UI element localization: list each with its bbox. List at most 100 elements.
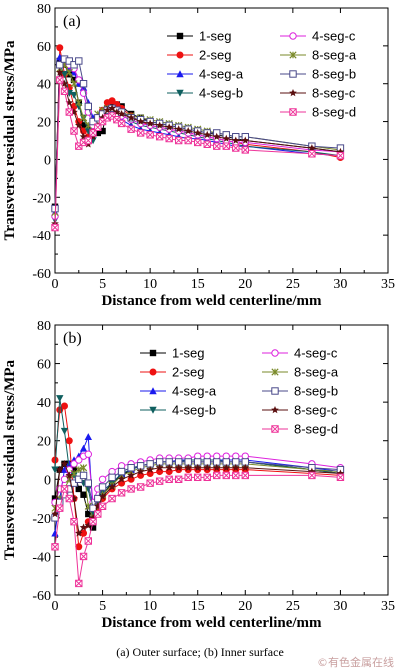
data-point: [79, 114, 88, 122]
legend-item: 4-seg-a: [167, 67, 244, 82]
data-point: [103, 106, 112, 114]
legend-marker: [289, 32, 297, 40]
data-point: [193, 128, 202, 137]
legend-label: 4-seg-a: [199, 67, 244, 82]
data-point: [70, 80, 78, 88]
data-point: [136, 483, 145, 491]
data-point: [194, 473, 202, 482]
data-point: [155, 133, 164, 141]
legend-marker: [271, 425, 279, 433]
data-point: [51, 543, 59, 551]
data-point: [70, 108, 78, 116]
data-point: [60, 71, 69, 78]
data-point: [194, 138, 202, 147]
data-point: [60, 459, 69, 468]
chart-panel-b: 0 5 10 15 20 25 30 35 -60 -40 -20 0 20 40 60 80 Distance…: [2, 319, 395, 631]
data-point: [108, 494, 116, 503]
data-point: [60, 427, 69, 435]
data-point: [117, 467, 126, 476]
data-point: [108, 104, 116, 112]
data-point: [51, 495, 59, 502]
data-point: [184, 127, 192, 135]
data-point: [127, 125, 135, 133]
data-point: [117, 489, 126, 497]
data-point: [232, 463, 240, 471]
data-point: [89, 524, 97, 531]
y-tick-label: 40: [37, 396, 51, 411]
data-point: [184, 473, 192, 482]
y-tick-label: 80: [37, 2, 51, 17]
chart-panel-a: 0 5 10 15 20 25 30 35 -60 -40 -20 0 20 40 60 80 Distance…: [2, 2, 395, 309]
y-tick-label: -40: [32, 550, 51, 565]
series-8-seg-d: [51, 471, 345, 588]
data-point: [65, 108, 73, 116]
data-point: [70, 127, 78, 135]
x-tick-label: 15: [191, 277, 205, 292]
data-point: [79, 471, 88, 480]
legend-item: 8-seg-a: [280, 48, 357, 63]
y-tick-label: 80: [37, 319, 51, 334]
data-point: [232, 471, 240, 480]
data-point: [165, 463, 173, 471]
data-point: [79, 80, 88, 88]
legend-marker: [289, 108, 297, 116]
data-point: [60, 79, 69, 87]
figure-caption: (a) Outer surface; (b) Inner surface: [116, 645, 284, 659]
legend-label: 4-seg-b: [172, 403, 216, 418]
legend-item: 4-seg-b: [167, 86, 243, 101]
legend-item: 2-seg: [167, 48, 232, 63]
legend-item: 8-seg-c: [280, 86, 356, 101]
data-point: [222, 134, 231, 142]
legend-label: 4-seg-c: [312, 29, 356, 44]
data-point: [308, 150, 316, 158]
legend-label: 8-seg-d: [294, 422, 338, 437]
data-point: [75, 456, 83, 464]
legend-label: 8-seg-a: [312, 48, 357, 63]
data-point: [94, 510, 102, 518]
data-point: [212, 132, 221, 140]
data-point: [108, 473, 116, 482]
legend-label: 8-seg-a: [294, 365, 339, 380]
data-point: [84, 433, 92, 441]
y-tick-label: -60: [32, 589, 51, 604]
data-point: [51, 529, 59, 537]
data-point: [213, 142, 221, 150]
legend-marker: [149, 406, 157, 414]
data-point: [155, 463, 164, 471]
data-point: [146, 131, 154, 139]
legend-label: 2-seg: [172, 365, 205, 380]
data-point: [203, 130, 211, 139]
y-tick-label: 40: [37, 78, 51, 93]
data-point: [98, 475, 107, 483]
data-point: [56, 44, 64, 52]
data-point: [308, 144, 316, 152]
data-point: [60, 485, 69, 493]
legend-label: 8-seg-b: [294, 384, 338, 399]
y-tick-label: -60: [32, 267, 51, 282]
y-tick-label: 0: [44, 473, 51, 488]
data-point: [222, 463, 231, 471]
data-point: [232, 136, 240, 144]
data-point: [136, 467, 145, 475]
data-point: [84, 450, 93, 458]
data-point: [65, 494, 73, 503]
x-tick-label: 25: [286, 277, 300, 292]
y-axis-label: Transverse residual stress/MPa: [2, 40, 18, 240]
data-point: [203, 473, 211, 482]
legend-marker: [149, 387, 157, 395]
x-tick-label: 35: [381, 277, 395, 292]
data-point: [146, 479, 154, 487]
data-point: [80, 122, 87, 129]
data-point: [127, 464, 135, 472]
data-point: [79, 444, 88, 452]
x-tick-label: 0: [52, 599, 59, 614]
legend-label: 2-seg: [199, 48, 232, 63]
x-axis-label: Distance from weld centerline/mm: [101, 293, 322, 309]
x-tick-label: 5: [99, 599, 106, 614]
legend-marker: [271, 387, 279, 395]
data-point: [75, 543, 83, 551]
data-point: [60, 87, 69, 95]
legend-marker: [176, 51, 184, 59]
data-point: [56, 395, 64, 402]
legend-label: 1-seg: [172, 346, 205, 361]
